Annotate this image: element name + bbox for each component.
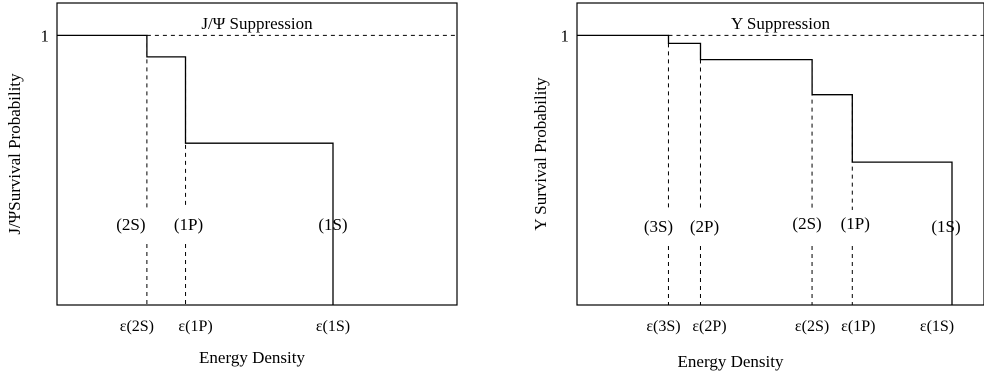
state-label: (1S) xyxy=(318,215,347,234)
x-tick-label: ε(2P) xyxy=(692,318,726,335)
state-label: (2S) xyxy=(116,215,145,234)
state-label: (2S) xyxy=(792,214,821,233)
state-label: (1P) xyxy=(174,215,203,234)
state-label: (1S) xyxy=(931,217,960,236)
y-axis-label: Υ Survival Probability xyxy=(531,77,550,231)
state-label: (2P) xyxy=(690,217,719,236)
plot-frame xyxy=(576,2,984,306)
x-tick-label: ε(1P) xyxy=(841,318,875,335)
survival-step-line xyxy=(577,34,953,305)
chart-title: J/Ψ Suppression xyxy=(201,14,313,33)
y-tick-label: 1 xyxy=(41,26,50,45)
state-label: (3S) xyxy=(644,217,673,236)
x-axis-label: Energy Density xyxy=(678,352,784,371)
plot-frame xyxy=(56,2,458,306)
x-axis-label: Energy Density xyxy=(199,348,305,367)
state-label: (1P) xyxy=(841,214,870,233)
y-tick-label: 1 xyxy=(561,26,570,45)
chart-title: Υ Suppression xyxy=(731,14,831,33)
x-tick-label: ε(1S) xyxy=(316,318,350,335)
x-tick-label: ε(3S) xyxy=(646,318,680,335)
x-tick-label: ε(1P) xyxy=(178,318,212,335)
x-tick-label: ε(2S) xyxy=(120,318,154,335)
y-axis-label: J/ΨSurvival Probability xyxy=(5,73,24,235)
x-tick-label: ε(1S) xyxy=(920,318,954,335)
chart-panel-2: Υ Suppression 1 Υ Survival Probability Ener… xyxy=(531,2,984,371)
survival-step-line xyxy=(57,34,334,305)
x-tick-label: ε(2S) xyxy=(795,318,829,335)
chart-panel-1: J/Ψ Suppression 1 J/ΨSurvival Probability E… xyxy=(5,2,458,367)
